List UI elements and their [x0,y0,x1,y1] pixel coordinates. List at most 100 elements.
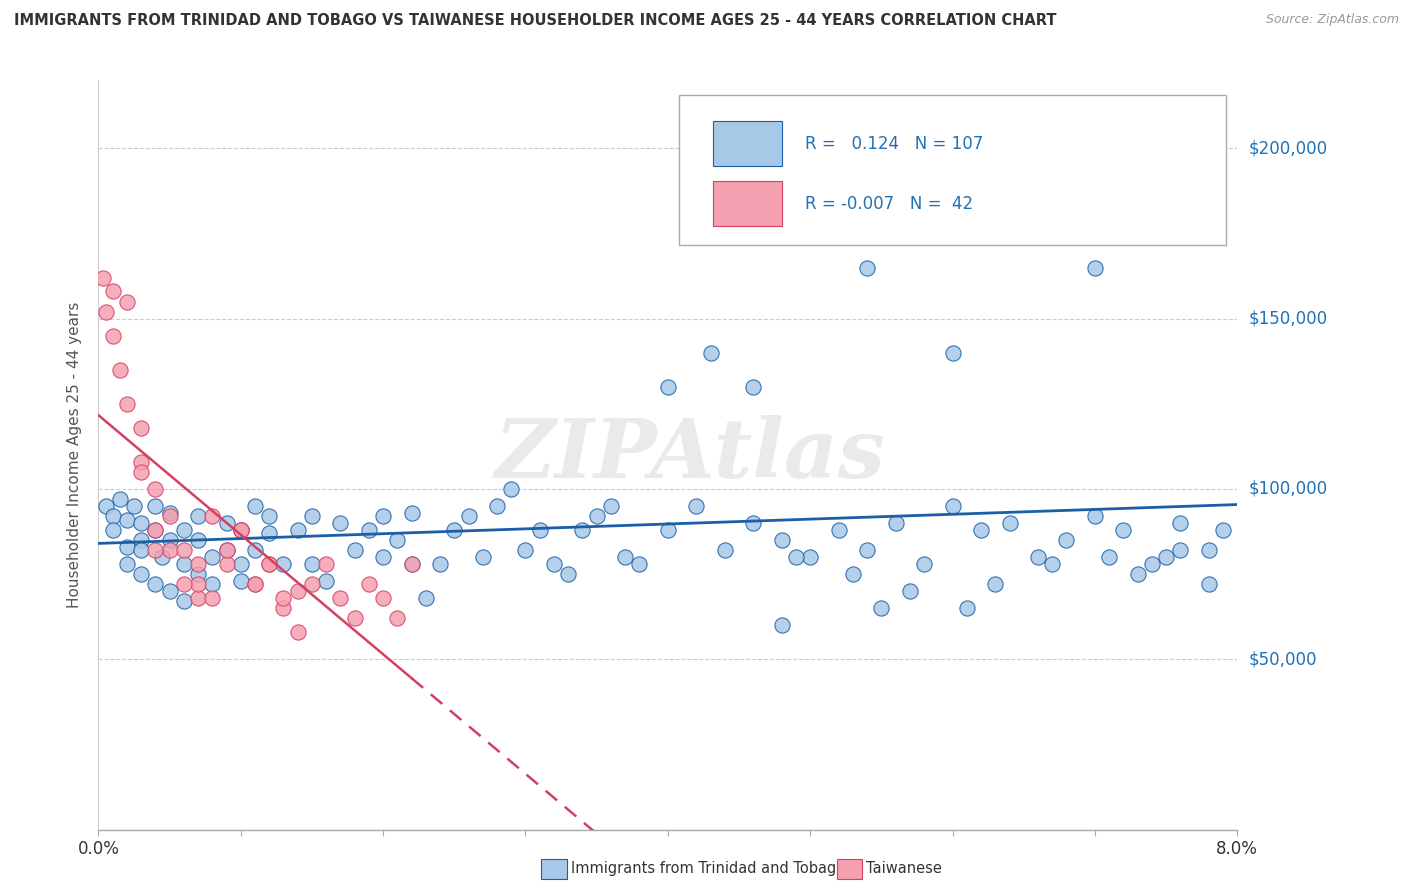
Point [101,328,124,343]
Text: R =   0.124   N = 107: R = 0.124 N = 107 [804,135,983,153]
Point [215,516,238,530]
Point [287,584,309,599]
Point [273,557,295,571]
Point [371,591,394,605]
Point [129,516,152,530]
Text: ZIPAtlas: ZIPAtlas [495,415,886,495]
Point [657,523,679,537]
Point [1012,227,1035,241]
FancyBboxPatch shape [679,95,1226,245]
Point [1056,533,1078,547]
Point [585,509,607,524]
Point [115,557,138,571]
Point [259,509,281,524]
Point [259,526,281,541]
Point [898,584,921,599]
Point [1084,509,1107,524]
Point [1026,550,1049,565]
Point [742,516,765,530]
Point [1140,557,1163,571]
Point [145,523,167,537]
Point [287,523,309,537]
Point [301,577,323,591]
Point [870,601,893,615]
Point [799,227,821,241]
Point [357,523,380,537]
Point [187,577,209,591]
Text: $100,000: $100,000 [1249,480,1327,498]
Point [401,557,423,571]
Point [387,533,409,547]
Point [357,577,380,591]
Point [94,499,117,513]
Point [984,577,1007,591]
Point [273,601,295,615]
Point [145,482,167,496]
Point [129,455,152,469]
Point [243,543,266,558]
Point [301,557,323,571]
Point [1040,557,1063,571]
Point [1112,523,1135,537]
Point [129,465,152,479]
Point [329,591,352,605]
Point [108,492,131,507]
Point [401,506,423,520]
Text: IMMIGRANTS FROM TRINIDAD AND TOBAGO VS TAIWANESE HOUSEHOLDER INCOME AGES 25 - 44: IMMIGRANTS FROM TRINIDAD AND TOBAGO VS T… [14,13,1056,29]
Point [600,499,623,513]
Point [229,557,252,571]
Point [329,516,352,530]
Point [159,509,181,524]
Point [173,577,195,591]
Point [101,285,124,299]
Point [229,523,252,537]
Point [942,499,965,513]
Point [371,509,394,524]
Bar [713,121,782,167]
Point [515,543,537,558]
Point [259,557,281,571]
Point [443,523,465,537]
Point [557,567,579,582]
Point [115,294,138,309]
Point [187,533,209,547]
Point [1084,260,1107,275]
Point [129,420,152,434]
Point [471,550,494,565]
Point [215,557,238,571]
Text: $200,000: $200,000 [1249,139,1327,157]
Point [201,550,224,565]
Point [108,363,131,377]
Point [571,523,593,537]
Point [201,591,224,605]
Point [115,397,138,411]
Point [187,557,209,571]
Point [115,540,138,554]
Text: Taiwanese: Taiwanese [866,862,942,876]
Point [159,533,181,547]
Point [229,574,252,588]
Point [145,499,167,513]
Point [429,557,451,571]
Point [201,509,224,524]
Point [129,567,152,582]
Point [187,509,209,524]
Point [415,591,437,605]
Point [101,509,124,524]
Point [243,499,266,513]
Point [1170,543,1192,558]
Point [770,533,793,547]
Text: Source: ZipAtlas.com: Source: ZipAtlas.com [1265,13,1399,27]
Point [371,550,394,565]
Point [159,584,181,599]
Point [229,523,252,537]
Point [91,270,114,285]
Point [101,523,124,537]
Point [173,523,195,537]
Point [912,557,935,571]
Point [785,550,807,565]
Point [543,557,565,571]
Point [856,543,879,558]
Point [273,591,295,605]
Text: Immigrants from Trinidad and Tobago: Immigrants from Trinidad and Tobago [571,862,845,876]
